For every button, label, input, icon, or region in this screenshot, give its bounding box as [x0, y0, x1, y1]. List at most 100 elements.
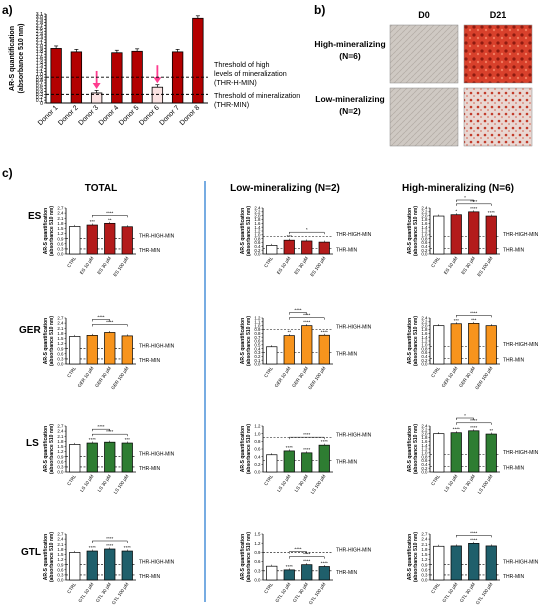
bracket-stars: ****	[303, 432, 310, 437]
bar	[121, 226, 133, 255]
y-tick-label: 1.5	[57, 226, 64, 231]
significance-stars: ****	[89, 545, 96, 550]
y-tick-label: 0.6	[57, 459, 64, 464]
panel-c-col-high: High-mineralizing (N=6)	[402, 183, 514, 194]
bar	[485, 215, 497, 255]
x-tick-label: LS 10 µM	[276, 474, 292, 493]
bar	[433, 215, 445, 255]
bracket-stars: *	[464, 413, 466, 418]
x-tick-label: GTL 10 µM	[77, 582, 94, 604]
y-tick-label: 2.7	[57, 206, 64, 211]
x-tick-label: CTRL	[263, 581, 274, 594]
y-axis-title-line2: (absorbance 510 nm)	[413, 316, 419, 366]
y-tick-label: 0.0	[254, 252, 261, 257]
y-tick-label: 1.2	[57, 341, 64, 346]
y-tick-label: 2.4	[421, 316, 428, 321]
y-tick-label: 0.4	[254, 346, 261, 351]
y-tick-label: 2.4	[57, 429, 64, 434]
bar	[450, 214, 462, 255]
x-tick-label: CTRL	[430, 365, 441, 378]
bar	[266, 454, 278, 473]
x-tick-label: GER 10 µM	[77, 366, 95, 389]
significance-stars: **	[489, 428, 493, 433]
y-tick-label: 2.2	[254, 209, 261, 214]
x-tick-label: CTRL	[66, 255, 77, 268]
y-tick-label: 0.2	[254, 354, 261, 359]
panel-b-row-low: Low-mineralizing	[315, 94, 384, 104]
x-tick-label: ES 10 µM	[443, 256, 459, 276]
bar	[86, 335, 98, 365]
row-label-gtl: GTL	[21, 547, 41, 558]
y-tick-label: 1.8	[57, 221, 64, 226]
y-axis-title-line2: (absorbance 510 nm)	[49, 206, 55, 256]
y-tick-label: 0.4	[421, 244, 428, 249]
y-tick-label: 0.9	[254, 550, 261, 555]
y-tick-label: 0.6	[57, 567, 64, 572]
x-tick-label: ES 10 µM	[79, 256, 95, 276]
y-tick-label: 1.6	[421, 221, 428, 226]
y-tick-label: 0	[40, 101, 43, 107]
y-axis-title-line2: (absorbance 510 nm)	[413, 424, 419, 474]
significance-stars: ***	[471, 317, 477, 322]
bracket-stars: ****	[303, 552, 310, 557]
arrow-head	[153, 77, 162, 84]
x-tick-label: LS 10 µM	[443, 474, 459, 493]
x-tick-label: ES 30 µM	[460, 256, 476, 276]
x-tick-label: GTL 100 µM	[475, 582, 494, 606]
panel-c-col-total: TOTAL	[85, 183, 117, 194]
significance-bracket	[92, 428, 110, 432]
bracket-stars: ****	[470, 530, 477, 535]
y-tick-label: 0.0	[421, 362, 428, 367]
y-tick-label: 1.6	[421, 331, 428, 336]
y-tick-label: 0.6	[36, 84, 43, 90]
panel-b-row-high: High-mineralizing	[314, 39, 385, 49]
y-tick-label: 0.1	[254, 358, 261, 363]
y-tick-label: 0.9	[57, 454, 64, 459]
significance-bracket	[289, 312, 307, 315]
thr-min-label: THR-MIN	[139, 248, 160, 254]
bracket-stars: ****	[106, 319, 113, 324]
significance-stars: ****	[321, 439, 328, 444]
y-tick-label: 1.9	[36, 46, 43, 52]
y-tick-label: 0.7	[254, 335, 261, 340]
panel-c: 0.00.30.60.91.21.51.82.12.42.7AR-S quant…	[43, 195, 539, 605]
thr-min-label: THR-MIN	[336, 247, 357, 253]
bracket-stars: *	[306, 227, 308, 232]
y-axis-title-line2: (absorbance 510 nm)	[413, 532, 419, 582]
y-tick-label: 0.9	[57, 346, 64, 351]
bar	[301, 564, 313, 581]
thr-high-label: THR-HIGH-MIN	[336, 325, 372, 331]
y-tick-label: 1.0	[254, 323, 261, 328]
y-tick-label: 1.2	[254, 229, 261, 234]
y-tick-label: 2.0	[421, 323, 428, 328]
bar	[104, 222, 116, 255]
panel-a: 00.10.20.30.40.50.60.70.80.91.01.11.21.3…	[9, 12, 300, 127]
significance-bracket	[289, 317, 325, 320]
x-tick-label: GTL 30 µM	[292, 582, 309, 604]
annotation-high-line2: levels of mineralization	[214, 69, 287, 78]
y-tick-label: 1.2	[421, 557, 428, 562]
significance-stars: ****	[124, 545, 131, 550]
y-tick-label: 0.6	[254, 559, 261, 564]
x-tick-label: Donor 8	[179, 104, 202, 127]
y-axis-title-line1: AR-S quantification	[43, 318, 49, 364]
significance-stars: ***	[125, 437, 131, 442]
panel-b-col-d21: D21	[490, 10, 507, 20]
y-tick-label: 0.6	[421, 350, 428, 355]
y-tick-label: 1.1	[254, 319, 261, 324]
bar	[318, 444, 330, 473]
y-tick-label: 2.1	[57, 326, 64, 331]
y-tick-label: 1.5	[36, 58, 43, 64]
bar	[468, 543, 480, 581]
x-tick-label: CTRL	[430, 473, 441, 486]
thr-high-label: THR-HIGH-MIN	[503, 232, 539, 238]
y-tick-label: 1.2	[57, 557, 64, 562]
thr-high-label: THR-HIGH-MIN	[139, 452, 175, 458]
bar	[283, 569, 295, 581]
y-tick-label: 0.1	[36, 98, 43, 104]
y-tick-label: 1.0	[254, 232, 261, 237]
bar	[433, 325, 445, 365]
bar	[450, 323, 462, 365]
y-tick-label: 1.0	[421, 342, 428, 347]
significance-stars: ****	[286, 564, 293, 569]
